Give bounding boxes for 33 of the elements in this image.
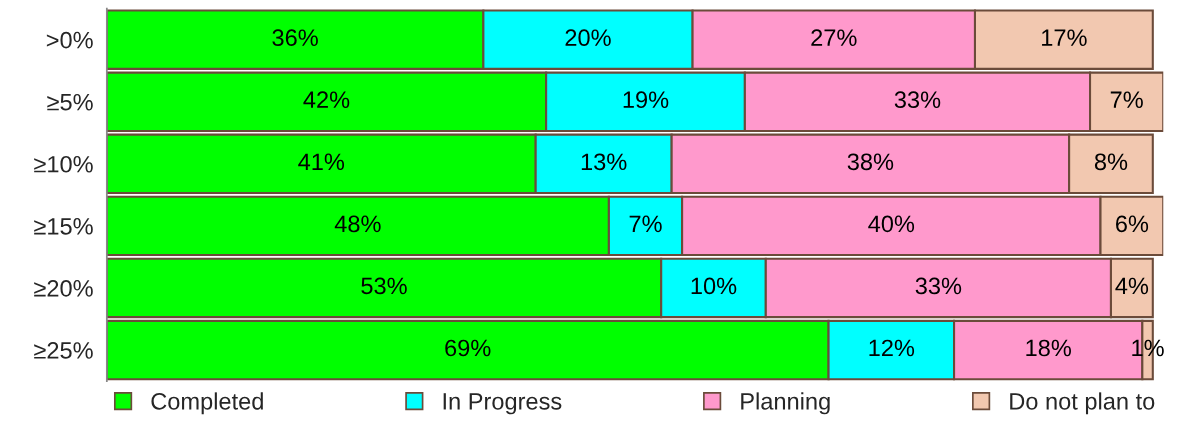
legend-label: In Progress xyxy=(443,393,562,415)
data-label: 13% xyxy=(581,153,627,171)
data-label: 33% xyxy=(894,91,941,109)
data-label: 27% xyxy=(811,29,857,46)
y-tick-label: ≥25% xyxy=(34,342,93,359)
data-label: 53% xyxy=(361,277,407,295)
legend-label: Do not plan to xyxy=(1010,392,1155,415)
data-label: 48% xyxy=(334,215,381,233)
data-label: 20% xyxy=(565,29,611,47)
legend-label: Completed xyxy=(151,392,263,415)
data-label: 41% xyxy=(298,153,345,171)
data-label: 36% xyxy=(272,29,318,47)
data-label: 19% xyxy=(623,91,669,109)
data-label: 10% xyxy=(691,277,737,295)
data-label: 12% xyxy=(869,339,915,357)
y-tick-label: ≥5% xyxy=(47,93,93,111)
data-label: 33% xyxy=(915,277,962,295)
data-label: 69% xyxy=(445,339,491,357)
data-label: 8% xyxy=(1094,153,1128,171)
y-tick-label: >0% xyxy=(46,31,93,49)
y-tick-label: ≥15% xyxy=(34,218,93,235)
data-label: 42% xyxy=(303,91,350,108)
data-label: 40% xyxy=(868,215,915,233)
y-tick-label: ≥20% xyxy=(34,280,93,297)
data-label: 18% xyxy=(1026,339,1071,357)
data-label: 38% xyxy=(847,153,894,171)
data-label: 7% xyxy=(1110,91,1143,108)
data-label: 7% xyxy=(629,215,662,233)
data-label: 6% xyxy=(1116,215,1149,233)
legend-label: Planning xyxy=(741,392,830,415)
data-label: 17% xyxy=(1042,29,1087,46)
y-tick-label: ≥10% xyxy=(34,155,93,173)
data-label: 4% xyxy=(1115,277,1149,295)
